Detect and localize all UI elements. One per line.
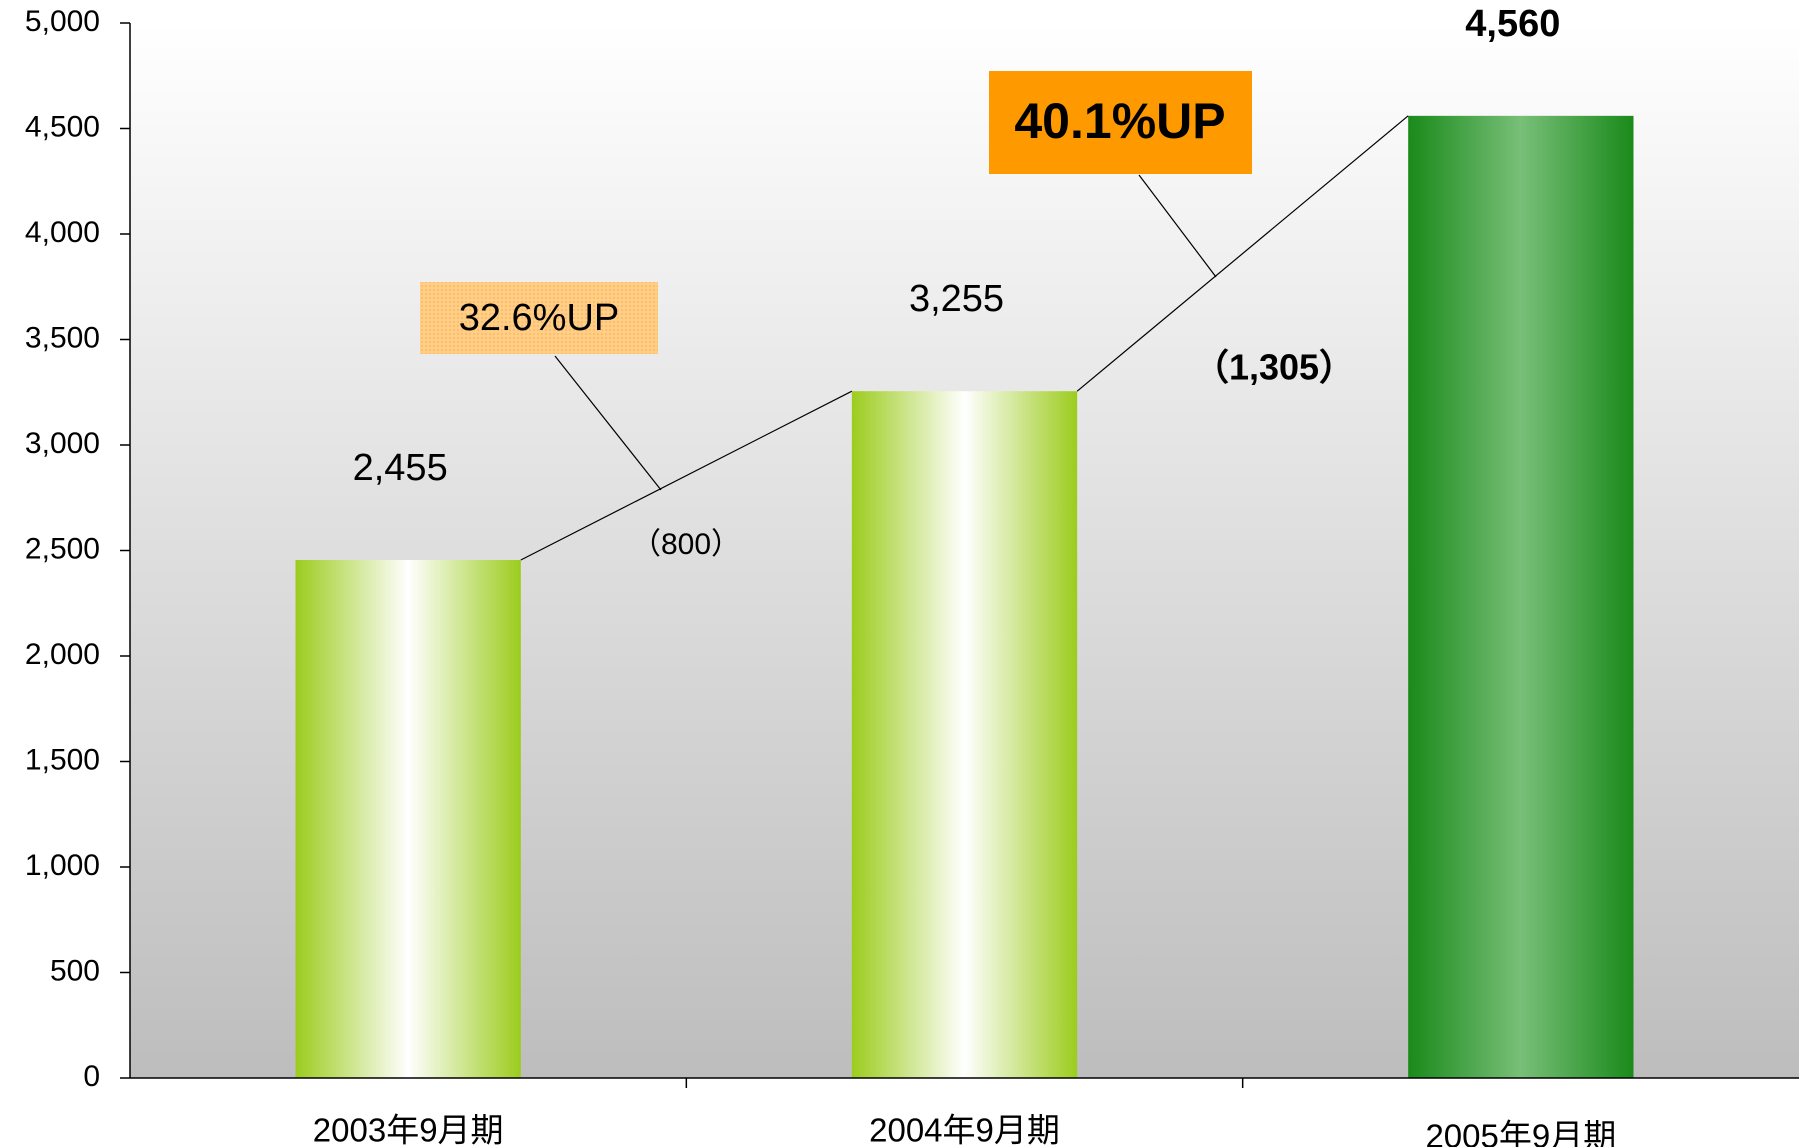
- y-tick-label: 3,000: [25, 427, 100, 460]
- annotation-box: [420, 282, 658, 354]
- y-tick-label: 1,500: [25, 743, 100, 776]
- annotation: （1,305）: [1193, 347, 1355, 388]
- x-tick-label: 2004年9月期: [869, 1112, 1060, 1147]
- y-tick-label: 500: [50, 954, 100, 987]
- leader-line: [1138, 174, 1217, 278]
- y-tick-label: 5,000: [25, 5, 100, 38]
- y-tick-label: 4,000: [25, 216, 100, 249]
- leader-line: [554, 355, 662, 491]
- y-tick-label: 3,500: [25, 321, 100, 354]
- y-tick-label: 2,500: [25, 532, 100, 565]
- bar: [1408, 115, 1634, 1079]
- value-label: 3,255: [909, 278, 1004, 320]
- x-tick-label: 2005年9月期: [1425, 1118, 1616, 1147]
- value-label: 2,455: [353, 447, 448, 489]
- bar: [295, 559, 521, 1078]
- connector-line: [1076, 115, 1409, 392]
- y-tick-label: 0: [83, 1060, 100, 1093]
- x-tick-label: 2003年9月期: [313, 1112, 504, 1147]
- annotation: 40.1%UP: [1014, 93, 1225, 149]
- annotation: 32.6%UP: [459, 297, 620, 339]
- y-tick-label: 4,500: [25, 110, 100, 143]
- annotation-box: [989, 71, 1252, 174]
- value-label: 4,560: [1465, 3, 1560, 45]
- y-tick-label: 1,000: [25, 849, 100, 882]
- y-tick-label: 2,000: [25, 638, 100, 671]
- connector-line: [520, 390, 853, 561]
- annotation: （800）: [631, 528, 741, 561]
- bar: [851, 391, 1078, 1078]
